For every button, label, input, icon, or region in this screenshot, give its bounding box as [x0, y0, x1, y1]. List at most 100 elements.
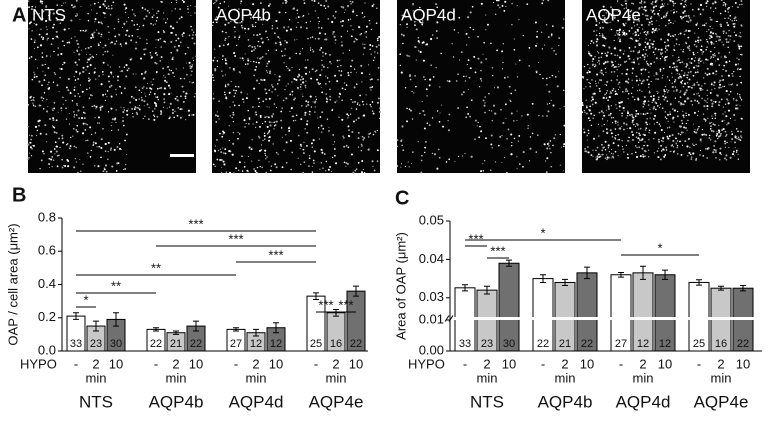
speckle	[186, 63, 187, 64]
speckle	[99, 6, 101, 8]
speckle	[265, 155, 266, 156]
speckle	[193, 32, 195, 34]
speckle	[177, 99, 179, 101]
speckle	[248, 39, 250, 41]
speckle	[643, 102, 645, 104]
speckle	[222, 31, 224, 33]
speckle	[700, 89, 702, 91]
speckle	[243, 60, 244, 61]
speckle	[731, 20, 733, 22]
speckle	[517, 168, 518, 169]
speckle	[591, 154, 593, 156]
speckle	[279, 42, 281, 44]
speckle	[184, 78, 186, 80]
speckle	[222, 148, 223, 149]
speckle	[591, 125, 592, 126]
speckle	[641, 140, 642, 141]
speckle	[617, 139, 618, 140]
speckle	[50, 158, 52, 160]
speckle	[340, 74, 342, 76]
speckle	[665, 47, 667, 49]
speckle	[264, 133, 265, 134]
speckle	[336, 80, 338, 82]
speckle	[519, 163, 520, 164]
speckle	[685, 128, 686, 129]
speckle	[426, 43, 428, 45]
speckle	[225, 59, 227, 61]
speckle	[279, 11, 281, 13]
speckle	[245, 63, 247, 65]
speckle	[598, 153, 600, 155]
n-label: 30	[503, 338, 515, 350]
condition-label: 2	[483, 356, 490, 371]
speckle	[514, 138, 516, 140]
speckle	[91, 95, 92, 96]
speckle	[44, 92, 45, 93]
speckle	[77, 78, 79, 80]
x-tick-label: AQP4e	[309, 392, 364, 411]
speckle	[88, 77, 89, 78]
speckle	[725, 147, 726, 148]
speckle	[605, 72, 606, 73]
speckle	[632, 96, 633, 97]
speckle	[27, 90, 28, 91]
speckle	[461, 51, 463, 53]
speckle	[99, 122, 100, 123]
speckle	[667, 100, 669, 102]
speckle	[694, 131, 696, 133]
speckle	[637, 90, 638, 91]
speckle	[232, 114, 234, 116]
speckle	[245, 32, 246, 33]
speckle	[162, 67, 164, 69]
speckle	[718, 125, 719, 126]
speckle	[655, 5, 657, 7]
speckle	[363, 169, 364, 170]
speckle	[458, 32, 459, 33]
speckle	[374, 170, 376, 172]
speckle	[595, 83, 596, 84]
speckle	[712, 151, 714, 153]
speckle	[527, 127, 529, 129]
speckle	[76, 114, 78, 116]
speckle	[587, 140, 588, 141]
speckle	[694, 85, 695, 86]
speckle	[666, 136, 668, 138]
speckle	[338, 117, 339, 118]
speckle	[87, 13, 88, 14]
speckle	[400, 65, 401, 66]
speckle	[269, 124, 271, 126]
speckle	[436, 30, 438, 32]
speckle	[596, 34, 598, 36]
speckle	[667, 45, 669, 47]
speckle	[713, 43, 714, 44]
speckle	[221, 167, 222, 168]
speckle	[363, 104, 365, 106]
speckle	[686, 77, 687, 78]
speckle	[80, 30, 82, 32]
speckle	[678, 44, 680, 46]
n-label: 22	[350, 338, 362, 350]
speckle	[701, 85, 702, 86]
speckle	[597, 147, 599, 149]
speckle	[605, 38, 606, 39]
speckle	[253, 49, 255, 51]
speckle	[132, 9, 134, 11]
panel-label: B	[12, 184, 26, 206]
speckle	[94, 3, 96, 5]
speckle	[346, 84, 348, 86]
speckle	[40, 105, 41, 106]
speckle	[65, 108, 66, 109]
speckle	[76, 103, 78, 105]
speckle	[458, 17, 460, 19]
speckle	[668, 121, 669, 122]
speckle	[655, 109, 657, 111]
speckle	[368, 134, 369, 135]
speckle	[611, 153, 612, 154]
significance-label: *	[540, 225, 545, 240]
speckle	[62, 141, 64, 143]
speckle	[633, 61, 635, 63]
speckle	[123, 125, 125, 127]
speckle	[86, 124, 88, 126]
speckle	[720, 87, 721, 88]
speckle	[378, 44, 380, 46]
